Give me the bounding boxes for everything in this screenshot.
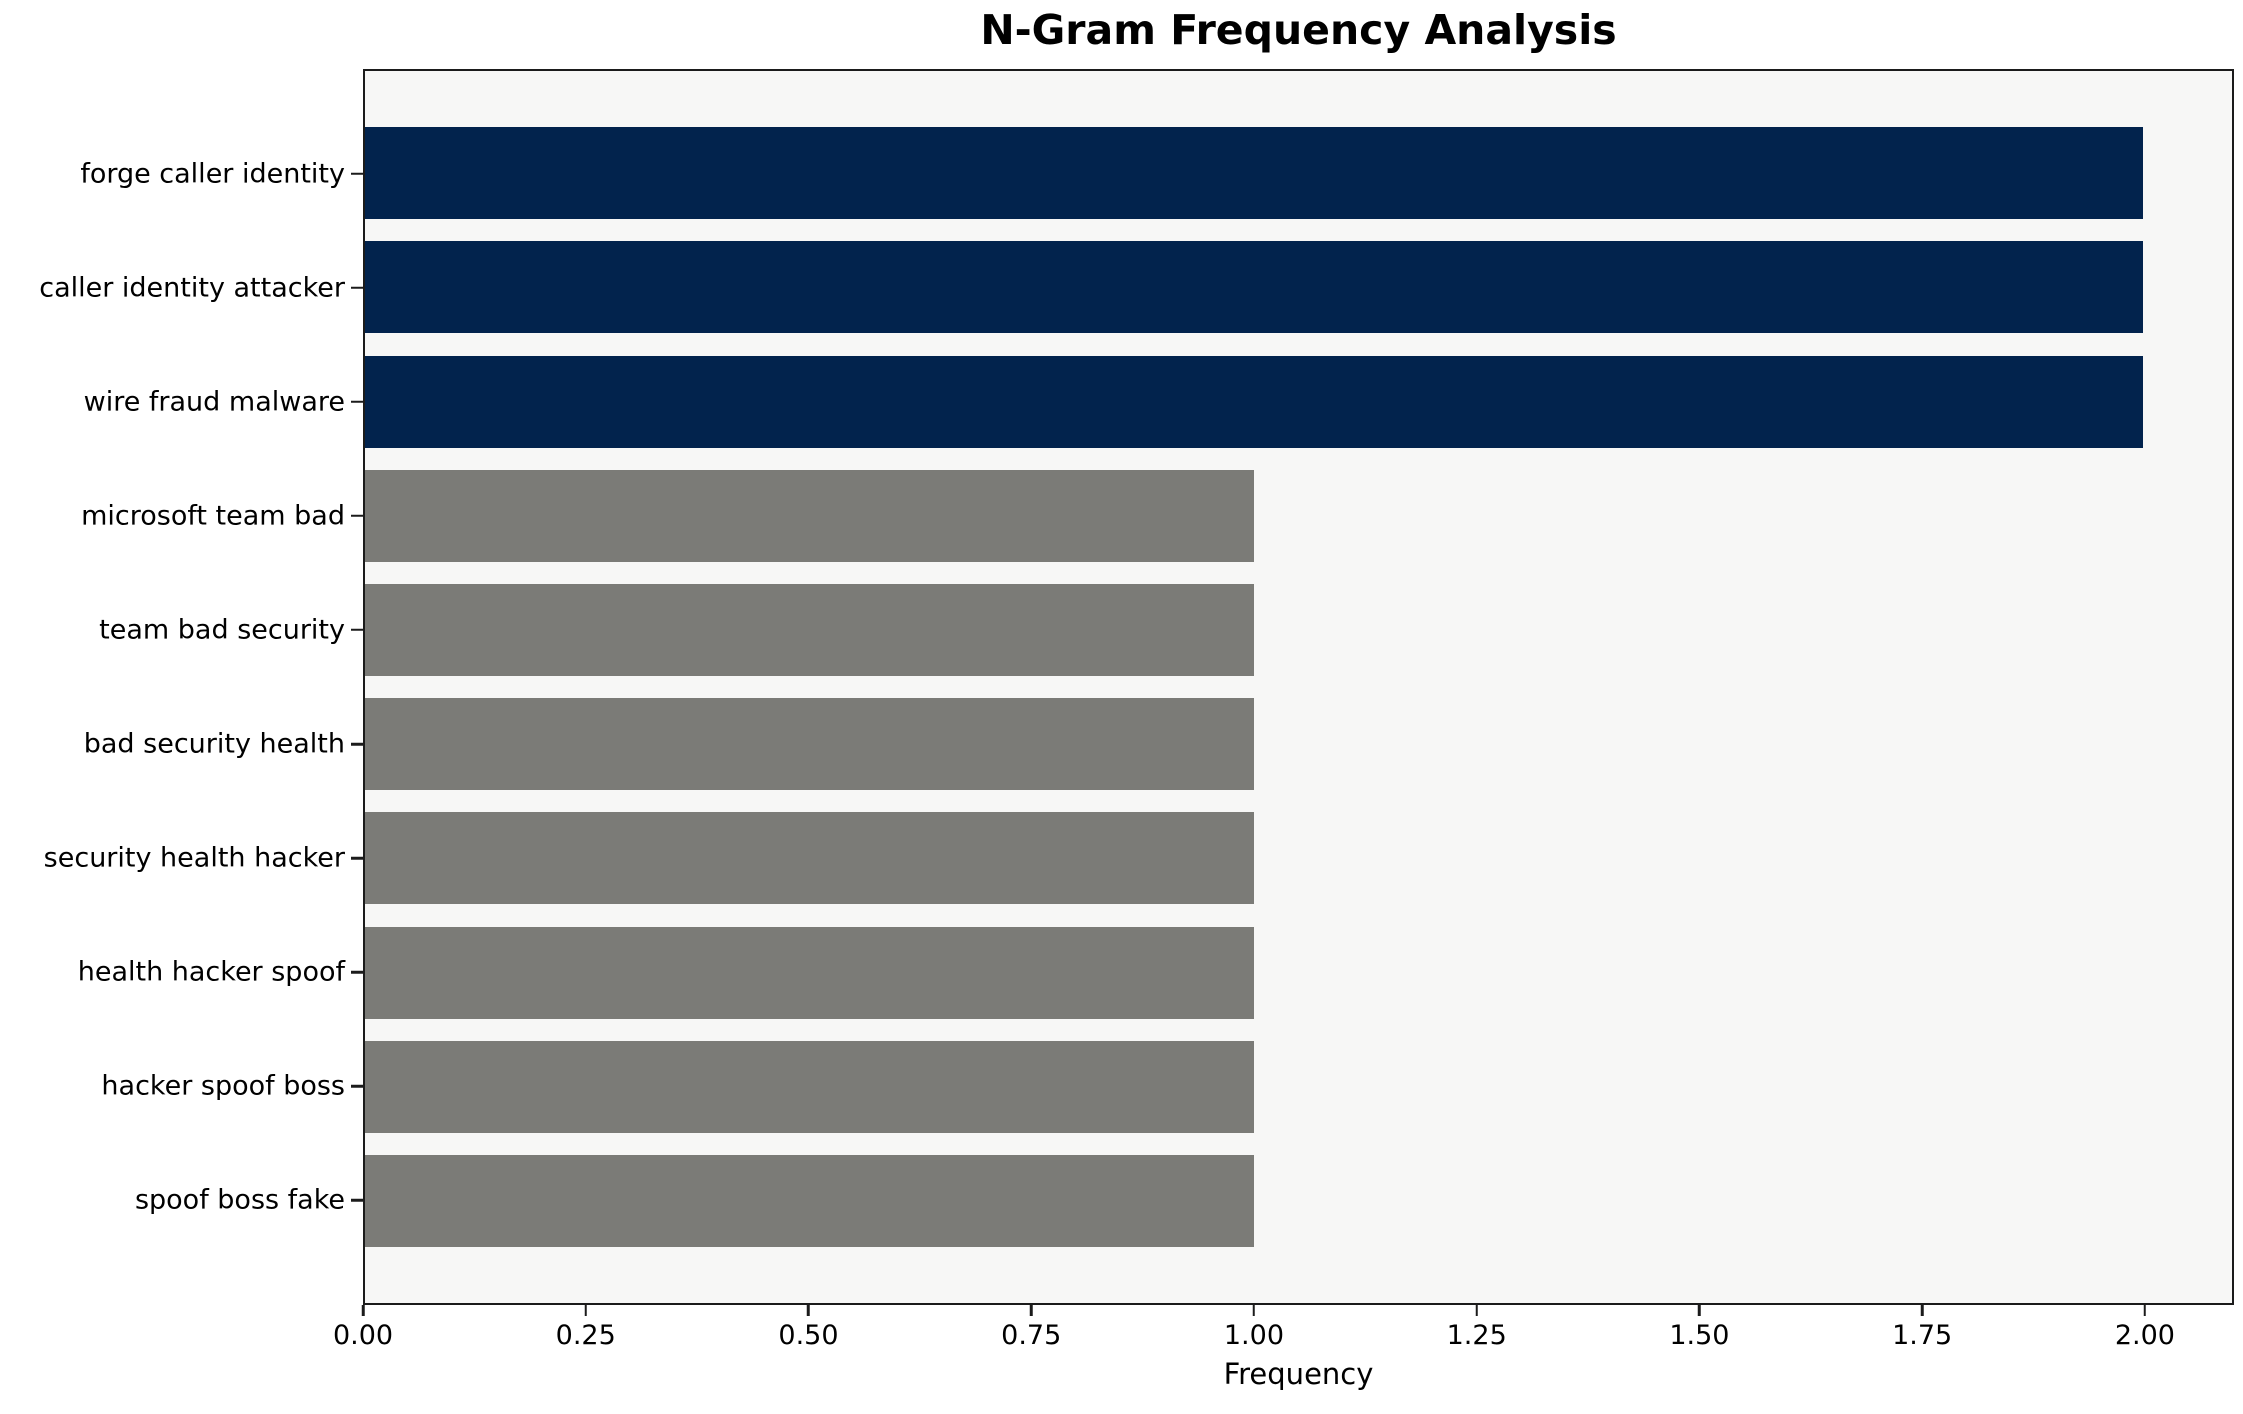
y-tick-label: caller identity attacker <box>39 272 345 304</box>
y-tick-mark <box>351 742 363 746</box>
bar-row <box>365 459 2232 573</box>
x-axis-title: Frequency <box>1223 1357 1374 1391</box>
y-tick-label: microsoft team bad <box>81 500 345 532</box>
y-tick-mark <box>351 400 363 403</box>
x-tick-label: 0.50 <box>778 1320 839 1351</box>
bar-row <box>365 116 2232 230</box>
x-tick-mark <box>1252 1305 1256 1316</box>
bar-row <box>365 687 2232 801</box>
bars-container <box>365 71 2232 1303</box>
x-axis-ticks: 0.00 0.25 0.50 0.75 1.00 1.25 1.50 1.75 2.00 <box>333 1305 2234 1375</box>
y-tick-label: spoof boss fake <box>134 1184 345 1216</box>
bar <box>365 583 1255 676</box>
x-tick-label: 1.00 <box>1223 1320 1284 1351</box>
x-tick-mark <box>584 1305 587 1316</box>
x-tick-label: 0.00 <box>332 1320 394 1351</box>
x-tick-mark <box>1920 1305 1924 1316</box>
bar-row <box>365 1144 2232 1258</box>
bar <box>365 698 1255 791</box>
y-tick-label: security health hacker <box>43 842 345 874</box>
bar <box>365 812 1255 905</box>
y-tick-mark <box>351 971 363 974</box>
x-tick-mark <box>361 1305 365 1316</box>
y-tick-label: forge caller identity <box>80 158 345 190</box>
y-tick-label: bad security health <box>83 728 345 760</box>
bar <box>365 926 1255 1019</box>
x-tick-label: 0.75 <box>1001 1320 1062 1351</box>
x-tick-label: 0.25 <box>555 1320 616 1351</box>
y-tick-label: health hacker spoof <box>77 956 345 988</box>
x-tick-label: 2.00 <box>2114 1320 2175 1351</box>
y-tick-mark <box>351 514 363 518</box>
y-tick-mark <box>351 628 363 632</box>
bar-row <box>365 801 2232 915</box>
y-tick-mark <box>351 856 363 860</box>
x-tick-mark <box>807 1305 810 1316</box>
bar-row <box>365 915 2232 1029</box>
x-tick-mark <box>1475 1305 1478 1316</box>
x-tick-label: 1.25 <box>1446 1320 1507 1351</box>
x-tick-mark <box>1698 1305 1701 1316</box>
x-tick-mark <box>2143 1305 2147 1316</box>
y-axis-tick-marks <box>351 69 363 1305</box>
bar <box>365 469 1255 562</box>
chart-title: N-Gram Frequency Analysis <box>980 6 1617 54</box>
bar <box>365 355 2144 448</box>
bar <box>365 1040 1255 1133</box>
bar-row <box>365 573 2232 687</box>
bar-row <box>365 344 2232 458</box>
x-tick-label: 1.75 <box>1892 1320 1953 1351</box>
y-tick-mark <box>351 286 363 289</box>
x-tick-mark <box>1029 1305 1033 1316</box>
y-tick-label: hacker spoof boss <box>101 1070 345 1102</box>
y-tick-mark <box>351 1199 363 1202</box>
bar <box>365 127 2144 220</box>
bar <box>365 241 2144 334</box>
plot-area <box>363 69 2234 1305</box>
bar <box>365 1154 1255 1247</box>
bar-row <box>365 230 2232 344</box>
x-tick-label: 1.50 <box>1669 1320 1730 1351</box>
y-tick-mark <box>351 172 363 175</box>
y-tick-mark <box>351 1085 363 1088</box>
y-axis-labels: forge caller identity caller identity att… <box>0 69 345 1305</box>
y-tick-label: wire fraud malware <box>83 386 345 418</box>
bar-row <box>365 1030 2232 1144</box>
y-tick-label: team bad security <box>99 614 345 646</box>
